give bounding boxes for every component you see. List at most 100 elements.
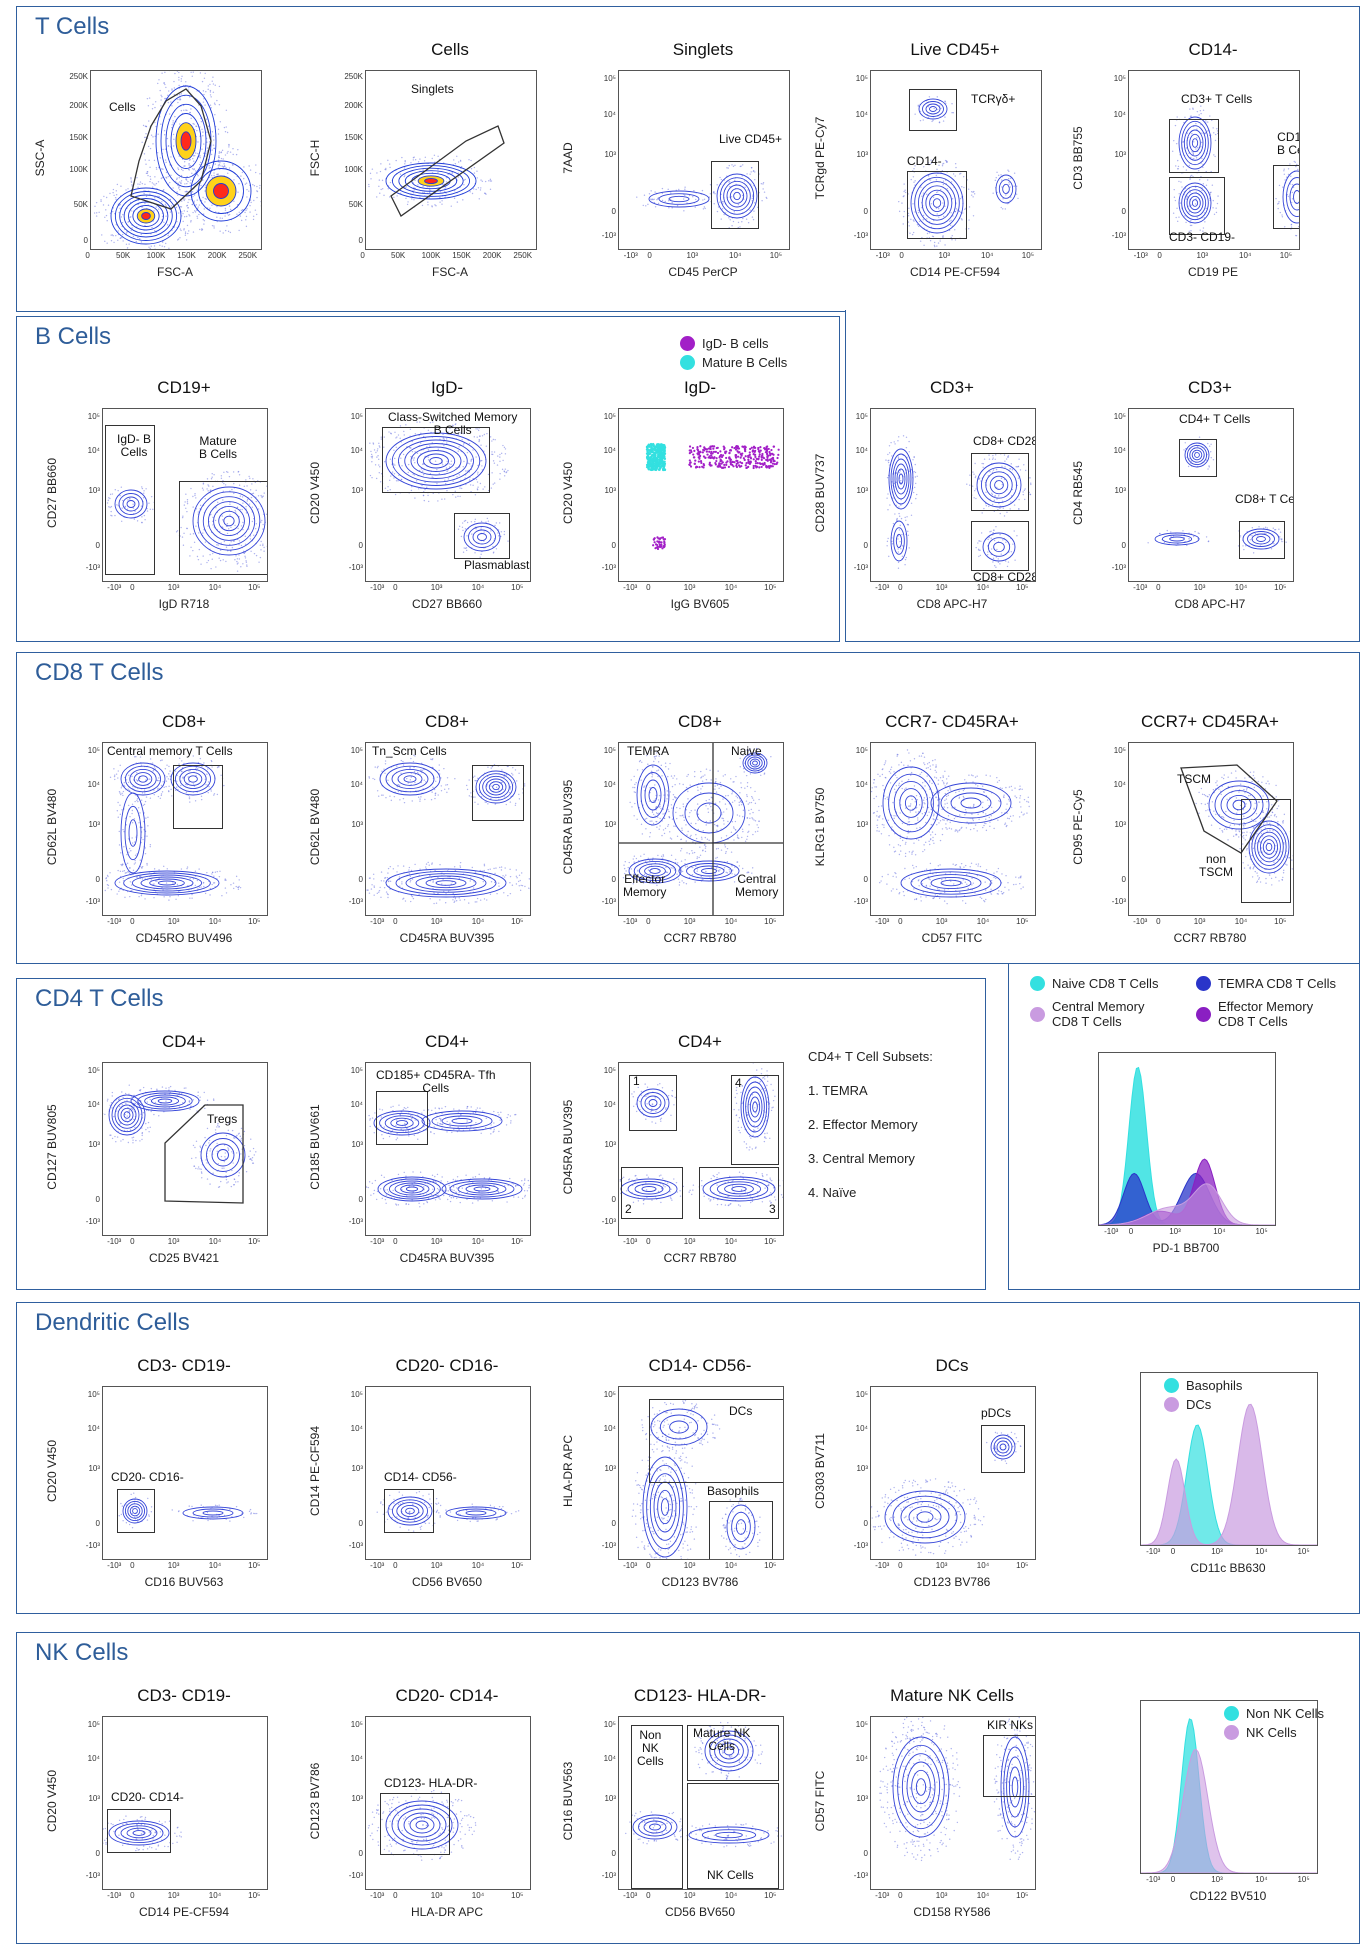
event-dot (170, 101, 172, 103)
event-dot (476, 488, 479, 490)
event-dot (209, 83, 211, 86)
event-dot (149, 193, 151, 195)
event-dot (466, 470, 468, 472)
gate-box[interactable] (1169, 119, 1219, 173)
event-dot (1283, 173, 1286, 176)
event-dot (491, 453, 493, 456)
event-dot (252, 218, 255, 221)
event-dot (430, 799, 433, 801)
gate-box[interactable] (454, 513, 510, 559)
event-dot (633, 775, 635, 778)
event-dot (981, 462, 983, 465)
gate-box[interactable] (1273, 165, 1299, 229)
event-dot (892, 497, 894, 499)
gate-box[interactable] (382, 427, 490, 493)
event-dot (427, 861, 429, 864)
event-dot (688, 459, 691, 462)
x-tick-label: 0 (130, 917, 135, 926)
event-dot (442, 433, 444, 436)
gate-polygon[interactable] (130, 88, 212, 210)
event-dot (169, 775, 171, 777)
event-dot (401, 465, 403, 467)
event-dot (106, 220, 108, 222)
event-dot (950, 212, 952, 214)
gate-box[interactable] (179, 481, 267, 575)
event-dot (995, 566, 997, 568)
event-dot (223, 163, 225, 165)
event-dot (188, 198, 190, 201)
event-dot (212, 144, 215, 146)
event-dot (698, 450, 701, 454)
event-dot (427, 429, 430, 431)
density-contour (213, 505, 245, 537)
x-tick-label: 50K (391, 251, 406, 260)
event-dot (207, 178, 209, 180)
event-dot (218, 85, 221, 88)
event-dot (393, 449, 395, 451)
event-dot (445, 438, 448, 440)
gate-box[interactable] (105, 425, 155, 575)
event-dot (764, 448, 767, 451)
gate-box[interactable] (173, 765, 223, 829)
gate-box[interactable] (971, 453, 1029, 511)
gate-polygon[interactable] (390, 125, 505, 217)
event-dot (189, 897, 191, 899)
event-dot (414, 451, 416, 453)
event-dot (160, 99, 162, 101)
event-dot (1182, 530, 1184, 532)
event-dot (246, 565, 248, 568)
event-dot (753, 453, 756, 456)
event-dot (498, 535, 500, 537)
gate-box[interactable] (1179, 439, 1217, 477)
event-dot (414, 497, 416, 499)
event-dot (143, 192, 145, 195)
event-dot (481, 435, 484, 437)
event-dot (471, 866, 474, 869)
y-tick-label: 10⁴ (350, 780, 363, 789)
event-dot (400, 478, 402, 481)
event-dot (186, 867, 188, 870)
event-dot (178, 155, 180, 157)
gate-box[interactable] (472, 765, 524, 821)
event-dot (512, 774, 514, 776)
event-dot (387, 867, 390, 870)
event-dot (442, 464, 444, 466)
gate-box[interactable] (1169, 177, 1225, 235)
event-dot (1197, 169, 1200, 172)
event-dot (469, 880, 471, 882)
event-dot (387, 489, 389, 492)
gate-box[interactable] (711, 161, 759, 229)
event-dot (511, 772, 513, 775)
event-dot (663, 455, 666, 459)
event-dot (708, 463, 711, 466)
event-dot (1007, 455, 1010, 457)
event-dot (731, 225, 733, 227)
event-dot (393, 463, 395, 465)
event-dot (476, 481, 479, 483)
event-dot (154, 101, 157, 103)
event-dot (643, 194, 646, 196)
gate-box[interactable] (971, 521, 1029, 571)
event-dot (225, 109, 228, 112)
event-dot (1029, 477, 1031, 479)
gate-box[interactable] (909, 89, 957, 131)
event-dot (509, 786, 512, 788)
event-dot (183, 504, 186, 506)
event-dot (183, 229, 185, 231)
event-dot (156, 152, 159, 154)
event-dot (204, 541, 207, 543)
event-dot (725, 456, 728, 460)
event-dot (483, 531, 485, 533)
event-dot (176, 239, 179, 241)
event-dot (378, 442, 380, 444)
event-dot (141, 141, 143, 143)
event-dot (164, 159, 167, 161)
event-dot (127, 188, 129, 190)
event-dot (385, 797, 387, 799)
gate-box[interactable] (907, 171, 967, 239)
density-contour (123, 872, 211, 894)
event-dot (175, 786, 178, 788)
event-dot (208, 485, 210, 487)
gate-box[interactable] (1239, 521, 1285, 559)
event-dot (402, 764, 405, 766)
